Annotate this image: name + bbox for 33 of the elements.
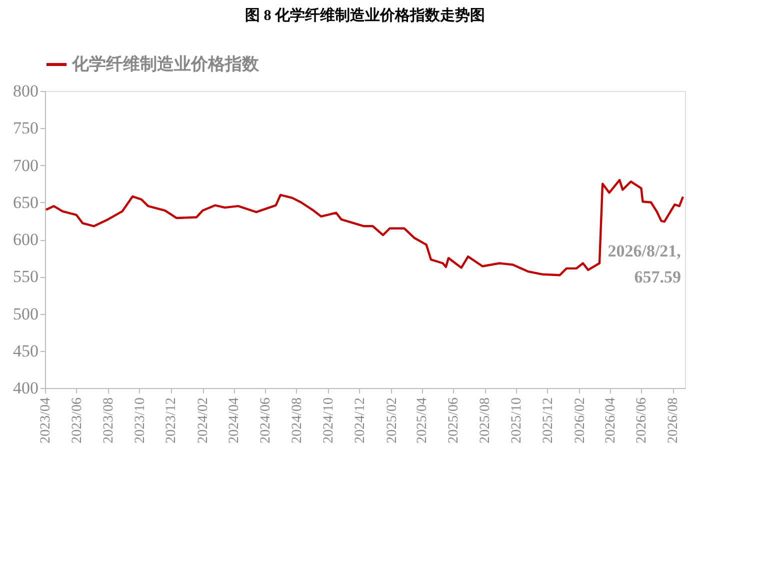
y-tick-label: 450 — [13, 341, 38, 360]
x-tick-label: 2026/02 — [572, 398, 588, 444]
x-tick-label: 2023/10 — [132, 398, 148, 444]
x-tick-label: 2026/08 — [666, 398, 682, 444]
x-tick-label: 2025/02 — [384, 398, 400, 444]
x-tick-label: 2023/04 — [38, 398, 54, 444]
x-tick-label: 2026/06 — [634, 398, 650, 444]
x-tick-label: 2024/02 — [196, 398, 212, 444]
x-tick-label: 2025/12 — [540, 398, 556, 444]
x-tick-label: 2025/04 — [415, 398, 430, 444]
x-tick-label: 2025/10 — [509, 398, 524, 444]
x-tick-label: 2024/08 — [290, 398, 305, 444]
x-tick-label: 2024/12 — [352, 398, 368, 444]
y-tick-label: 750 — [13, 118, 38, 138]
y-tick-label: 600 — [13, 230, 38, 249]
annotation: 2026/8/21, 657.59 — [608, 242, 681, 287]
y-tick-label: 700 — [13, 156, 38, 175]
x-tick-label: 2024/04 — [227, 398, 242, 444]
x-tick-label: 2023/06 — [70, 398, 85, 444]
x-tick-label: 2024/10 — [321, 398, 336, 444]
x-tick-label: 2024/06 — [258, 398, 274, 444]
y-tick-label: 400 — [13, 378, 38, 398]
chart-title: 图 8 化学纤维制造业价格指数走势图 — [245, 6, 485, 24]
x-tick-label: 2023/08 — [101, 398, 116, 444]
x-tick-label: 2025/06 — [446, 398, 462, 444]
y-tick-label: 550 — [13, 267, 38, 286]
x-tick-label: 2023/12 — [164, 398, 180, 444]
x-tick-label: 2025/08 — [478, 398, 494, 444]
y-tick-label: 800 — [13, 82, 38, 100]
y-tick-label: 650 — [13, 192, 38, 212]
legend-label: 化学纤维制造业价格指数 — [71, 54, 260, 74]
y-tick-label: 500 — [13, 304, 38, 324]
x-tick-label: 2026/04 — [603, 398, 618, 444]
